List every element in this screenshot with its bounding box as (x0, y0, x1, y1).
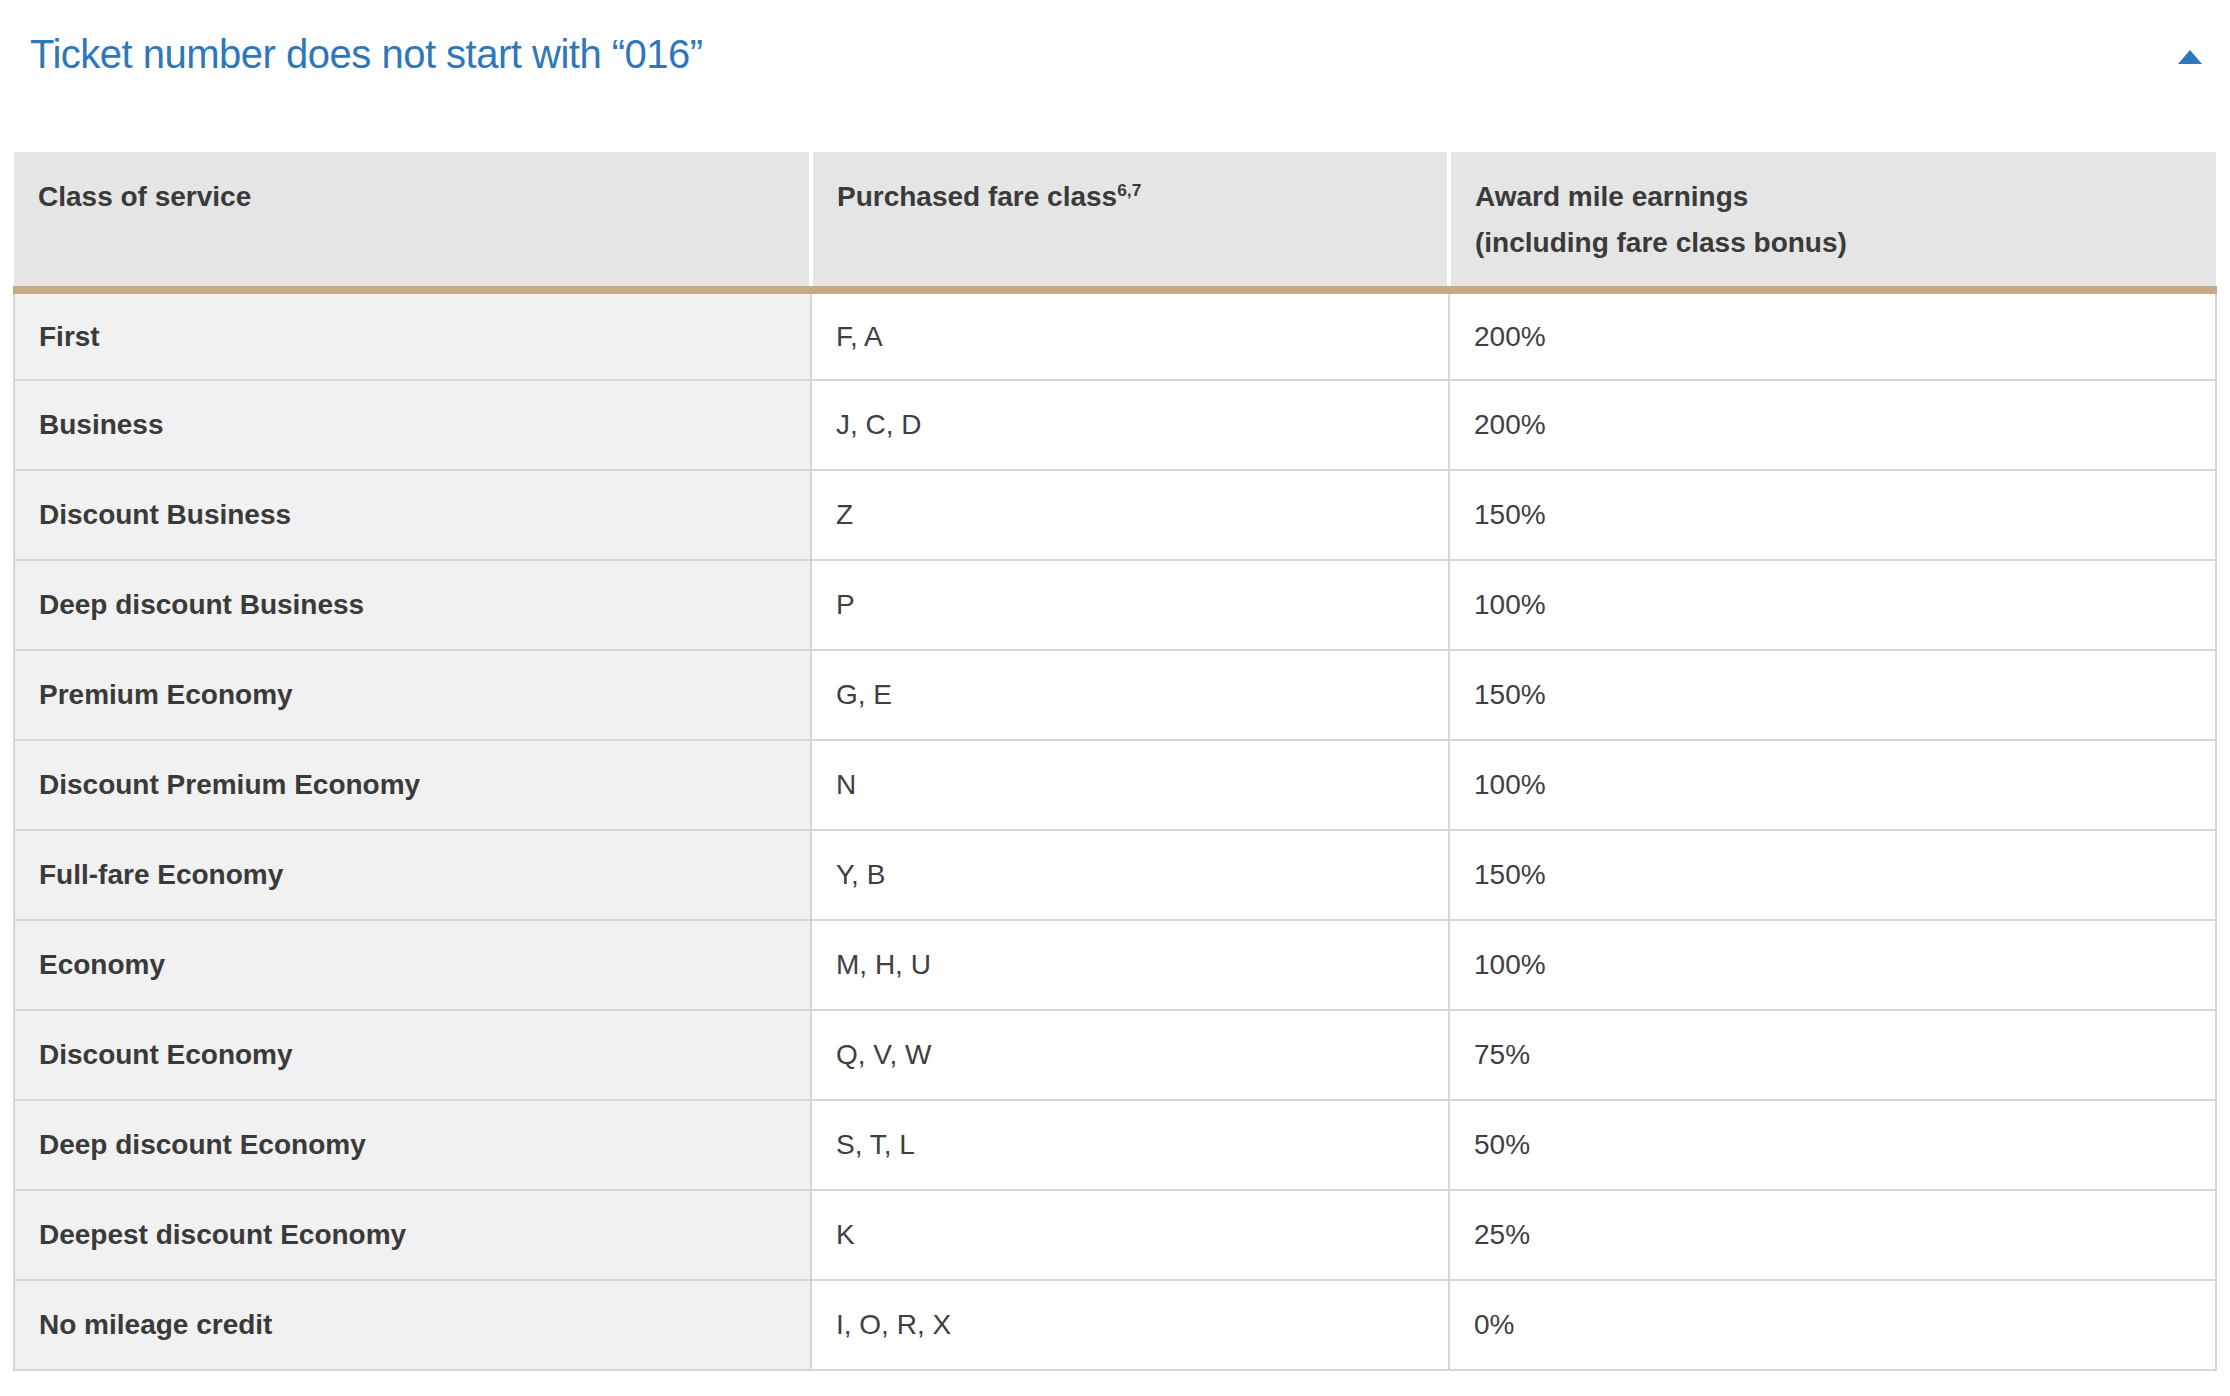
cell-fare-class: S, T, L (811, 1100, 1449, 1190)
table-row: Discount Business Z 150% (14, 470, 2216, 560)
cell-class-of-service: First (14, 290, 811, 380)
section-title[interactable]: Ticket number does not start with “016” (30, 26, 703, 82)
col-header-label: Purchased fare class (837, 181, 1117, 212)
cell-fare-class: M, H, U (811, 920, 1449, 1010)
cell-award-mile-earnings: 50% (1449, 1100, 2216, 1190)
col-header-award-mile-earnings: Award mile earnings (including fare clas… (1449, 152, 2216, 290)
cell-class-of-service: Discount Economy (14, 1010, 811, 1100)
cell-class-of-service: No mileage credit (14, 1280, 811, 1370)
cell-class-of-service: Deepest discount Economy (14, 1190, 811, 1280)
cell-class-of-service: Business (14, 380, 811, 470)
table-row: Deep discount Economy S, T, L 50% (14, 1100, 2216, 1190)
col-header-purchased-fare-class: Purchased fare class6,7 (811, 152, 1449, 290)
cell-class-of-service: Deep discount Economy (14, 1100, 811, 1190)
cell-award-mile-earnings: 0% (1449, 1280, 2216, 1370)
cell-fare-class: Y, B (811, 830, 1449, 920)
cell-fare-class: G, E (811, 650, 1449, 740)
cell-fare-class: K (811, 1190, 1449, 1280)
footnote-reference: 6,7 (1117, 180, 1141, 200)
cell-award-mile-earnings: 100% (1449, 920, 2216, 1010)
cell-award-mile-earnings: 150% (1449, 650, 2216, 740)
table-row: Economy M, H, U 100% (14, 920, 2216, 1010)
cell-fare-class: J, C, D (811, 380, 1449, 470)
cell-fare-class: P (811, 560, 1449, 650)
cell-award-mile-earnings: 75% (1449, 1010, 2216, 1100)
col-header-label: Class of service (38, 181, 251, 212)
accordion-header[interactable]: Ticket number does not start with “016” (0, 0, 2230, 82)
cell-award-mile-earnings: 200% (1449, 380, 2216, 470)
chevron-up-icon[interactable] (2178, 50, 2202, 64)
cell-class-of-service: Full-fare Economy (14, 830, 811, 920)
cell-fare-class: I, O, R, X (811, 1280, 1449, 1370)
col-header-sublabel: (including fare class bonus) (1475, 227, 1847, 258)
cell-award-mile-earnings: 200% (1449, 290, 2216, 380)
cell-award-mile-earnings: 100% (1449, 560, 2216, 650)
table-row: Premium Economy G, E 150% (14, 650, 2216, 740)
cell-award-mile-earnings: 150% (1449, 470, 2216, 560)
cell-fare-class: Z (811, 470, 1449, 560)
cell-class-of-service: Economy (14, 920, 811, 1010)
cell-award-mile-earnings: 25% (1449, 1190, 2216, 1280)
table-row: Deepest discount Economy K 25% (14, 1190, 2216, 1280)
table-row: Discount Economy Q, V, W 75% (14, 1010, 2216, 1100)
cell-fare-class: Q, V, W (811, 1010, 1449, 1100)
cell-class-of-service: Deep discount Business (14, 560, 811, 650)
cell-class-of-service: Discount Business (14, 470, 811, 560)
table-row: Deep discount Business P 100% (14, 560, 2216, 650)
cell-award-mile-earnings: 150% (1449, 830, 2216, 920)
cell-award-mile-earnings: 100% (1449, 740, 2216, 830)
cell-class-of-service: Premium Economy (14, 650, 811, 740)
cell-class-of-service: Discount Premium Economy (14, 740, 811, 830)
table-row: Business J, C, D 200% (14, 380, 2216, 470)
table-row: No mileage credit I, O, R, X 0% (14, 1280, 2216, 1370)
table-row: Discount Premium Economy N 100% (14, 740, 2216, 830)
table-row: Full-fare Economy Y, B 150% (14, 830, 2216, 920)
cell-fare-class: N (811, 740, 1449, 830)
col-header-class-of-service: Class of service (14, 152, 811, 290)
fare-earnings-table: Class of service Purchased fare class6,7… (13, 152, 2217, 1371)
table-header-row: Class of service Purchased fare class6,7… (14, 152, 2216, 290)
col-header-label: Award mile earnings (1475, 181, 1748, 212)
cell-fare-class: F, A (811, 290, 1449, 380)
table-row: First F, A 200% (14, 290, 2216, 380)
